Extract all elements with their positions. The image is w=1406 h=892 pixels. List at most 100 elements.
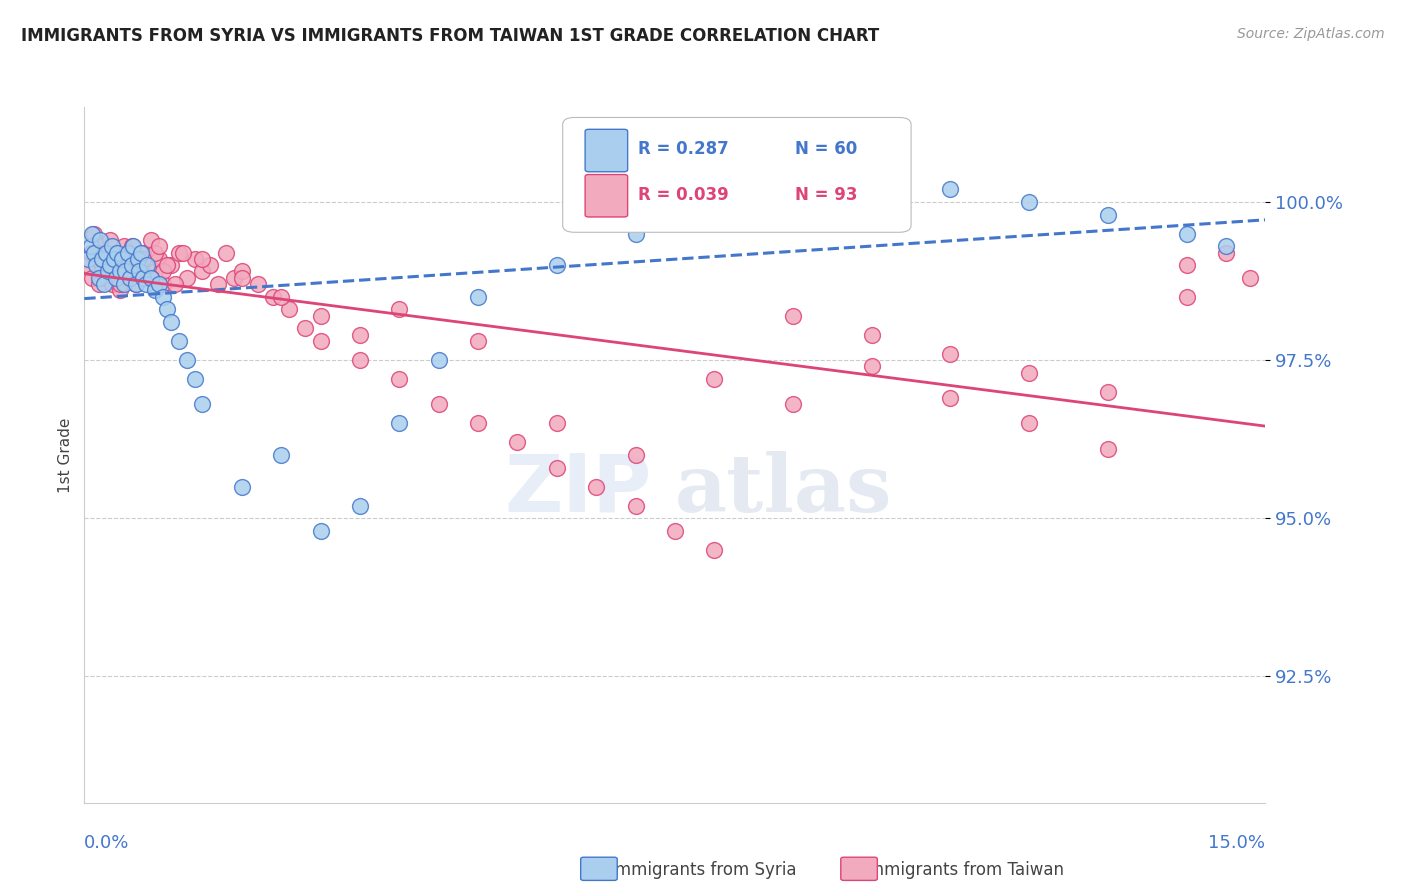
Point bbox=[163, 277, 186, 292]
Point bbox=[506, 435, 529, 450]
Point bbox=[152, 277, 174, 292]
Point bbox=[215, 245, 238, 260]
Point bbox=[90, 252, 112, 266]
Point bbox=[1097, 384, 1119, 399]
Point bbox=[1239, 270, 1261, 285]
Text: Immigrants from Taiwan: Immigrants from Taiwan bbox=[863, 861, 1063, 879]
Point bbox=[309, 334, 332, 348]
Text: N = 60: N = 60 bbox=[796, 140, 858, 159]
Point bbox=[121, 258, 143, 272]
Point bbox=[93, 245, 115, 260]
Point bbox=[388, 372, 411, 386]
Text: Source: ZipAtlas.com: Source: ZipAtlas.com bbox=[1237, 27, 1385, 41]
Text: 15.0%: 15.0% bbox=[1208, 834, 1265, 852]
Point bbox=[585, 208, 607, 222]
Point bbox=[191, 264, 214, 278]
Point bbox=[1097, 208, 1119, 222]
Point bbox=[101, 277, 124, 292]
Point bbox=[231, 270, 253, 285]
Point bbox=[1175, 227, 1198, 241]
Point bbox=[77, 258, 100, 272]
Point bbox=[141, 270, 163, 285]
Point bbox=[108, 277, 131, 292]
Point bbox=[117, 270, 139, 285]
Point bbox=[128, 258, 150, 272]
Point bbox=[87, 270, 110, 285]
Point bbox=[1018, 194, 1040, 209]
Point bbox=[108, 264, 131, 278]
Text: R = 0.287: R = 0.287 bbox=[638, 140, 730, 159]
Point bbox=[136, 270, 159, 285]
Point bbox=[97, 264, 120, 278]
Point bbox=[84, 252, 107, 266]
Point bbox=[860, 169, 883, 184]
Point bbox=[939, 182, 962, 196]
Point bbox=[87, 277, 110, 292]
Y-axis label: 1st Grade: 1st Grade bbox=[58, 417, 73, 492]
Point bbox=[124, 264, 146, 278]
Point bbox=[782, 397, 804, 411]
Point bbox=[1175, 290, 1198, 304]
Point bbox=[467, 334, 489, 348]
Point bbox=[546, 258, 568, 272]
Point bbox=[1018, 417, 1040, 431]
Point bbox=[122, 239, 145, 253]
Point bbox=[141, 233, 163, 247]
Point bbox=[782, 176, 804, 190]
FancyBboxPatch shape bbox=[585, 175, 627, 217]
Point bbox=[349, 499, 371, 513]
Point bbox=[703, 194, 725, 209]
Point bbox=[82, 270, 104, 285]
Point bbox=[129, 245, 152, 260]
Point bbox=[84, 258, 107, 272]
Point bbox=[388, 417, 411, 431]
Point bbox=[167, 245, 190, 260]
Point bbox=[97, 258, 120, 272]
Point bbox=[1175, 258, 1198, 272]
Point bbox=[349, 353, 371, 368]
Point bbox=[82, 227, 104, 241]
Point bbox=[112, 239, 135, 253]
Point bbox=[121, 252, 143, 266]
FancyBboxPatch shape bbox=[585, 129, 627, 172]
Point bbox=[294, 321, 316, 335]
Point bbox=[96, 270, 118, 285]
Point bbox=[132, 252, 155, 266]
Point bbox=[90, 264, 112, 278]
Point bbox=[121, 239, 143, 253]
Text: R = 0.039: R = 0.039 bbox=[638, 186, 730, 204]
Point bbox=[117, 245, 139, 260]
Point bbox=[546, 417, 568, 431]
Point bbox=[111, 252, 134, 266]
Point bbox=[624, 499, 647, 513]
Point bbox=[262, 290, 284, 304]
Point bbox=[112, 277, 135, 292]
Point bbox=[114, 264, 136, 278]
Point bbox=[143, 284, 166, 298]
Text: ZIP: ZIP bbox=[503, 450, 651, 529]
Point bbox=[156, 302, 179, 317]
Point bbox=[101, 239, 124, 253]
Text: IMMIGRANTS FROM SYRIA VS IMMIGRANTS FROM TAIWAN 1ST GRADE CORRELATION CHART: IMMIGRANTS FROM SYRIA VS IMMIGRANTS FROM… bbox=[21, 27, 879, 45]
Point bbox=[860, 359, 883, 374]
Point bbox=[143, 245, 166, 260]
Point bbox=[79, 239, 101, 253]
Point bbox=[200, 258, 222, 272]
Point bbox=[160, 315, 183, 329]
Point bbox=[349, 327, 371, 342]
Point bbox=[624, 448, 647, 462]
Point bbox=[167, 334, 190, 348]
Point bbox=[183, 372, 205, 386]
Point bbox=[939, 347, 962, 361]
Point bbox=[79, 245, 101, 260]
Point bbox=[270, 448, 292, 462]
Point bbox=[156, 258, 179, 272]
Point bbox=[1215, 239, 1237, 253]
Point bbox=[104, 270, 127, 285]
Point bbox=[148, 239, 170, 253]
Point bbox=[128, 258, 150, 272]
Point bbox=[83, 227, 105, 241]
Point bbox=[96, 245, 118, 260]
Point bbox=[467, 290, 489, 304]
Point bbox=[152, 290, 174, 304]
